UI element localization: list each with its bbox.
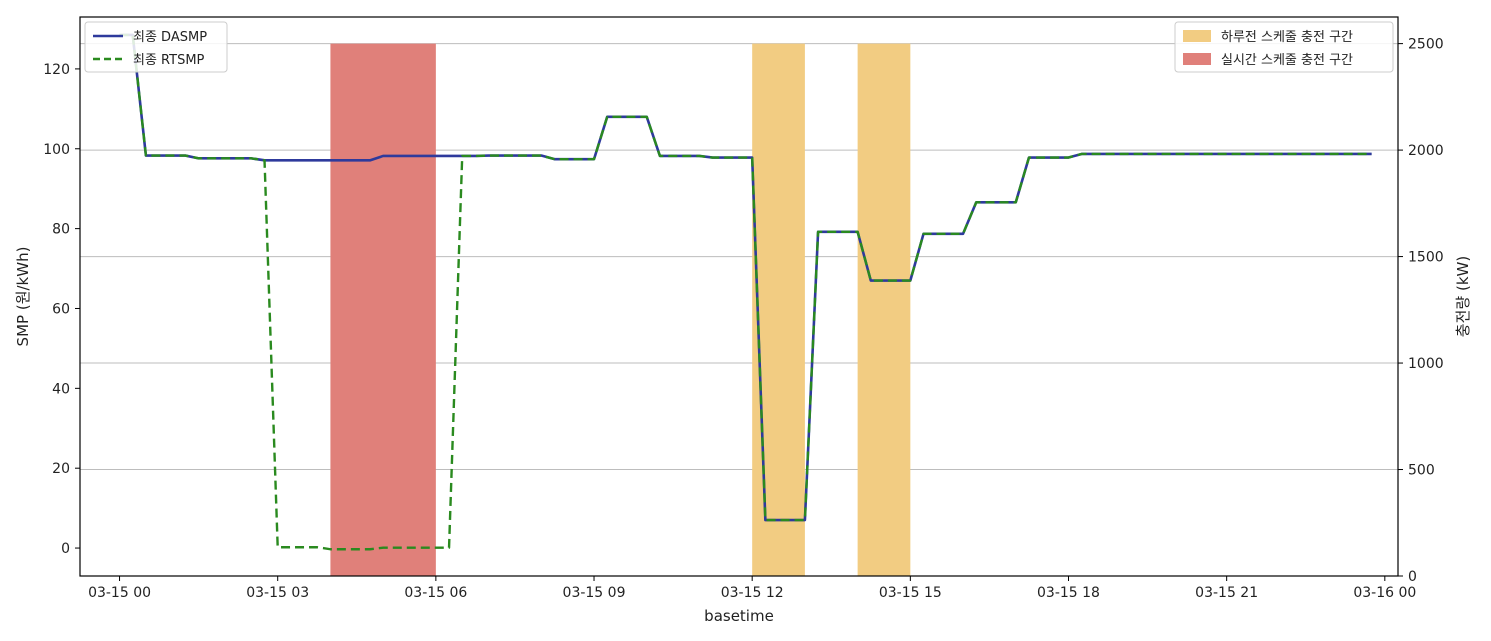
legend-bar-swatch-2 — [1183, 53, 1211, 65]
right-tick-label-1000: 1000 — [1408, 356, 1444, 372]
legend-bar-label-1: 하루전 스케줄 충전 구간 — [1221, 30, 1353, 45]
plot-frame — [79, 16, 1399, 577]
right-y-axis: 0 500 1000 1500 2000 2500 — [1398, 37, 1444, 585]
legend-bar-label-2: 실시간 스케줄 충전 구간 — [1221, 53, 1353, 68]
legend-bar-swatch-1 — [1183, 30, 1211, 42]
charging-bars — [330, 43, 911, 577]
left-tick-label-60: 60 — [52, 301, 70, 317]
left-y-axis: 0 20 40 60 80 100 120 — [43, 62, 80, 557]
right-tick-label-500: 500 — [1408, 463, 1435, 479]
x-tick-label-8: 03-16 00 — [1353, 585, 1416, 601]
x-axis-label: basetime — [704, 607, 774, 625]
charging-bar-3 — [857, 43, 911, 577]
x-axis: 03-15 00 03-15 03 03-15 06 03-15 09 03-15 12… — [88, 576, 1416, 601]
x-tick-label-0: 03-15 00 — [88, 585, 151, 601]
x-tick-label-4: 03-15 12 — [721, 585, 784, 601]
legend-line-label-1: 최종 DASMP — [133, 30, 207, 45]
left-tick-label-80: 80 — [52, 222, 70, 238]
x-tick-label-7: 03-15 21 — [1195, 585, 1258, 601]
left-tick-label-40: 40 — [52, 381, 70, 397]
x-tick-label-2: 03-15 06 — [404, 585, 467, 601]
x-tick-label-3: 03-15 09 — [563, 585, 626, 601]
right-tick-label-1500: 1500 — [1408, 250, 1444, 266]
left-tick-label-0: 0 — [61, 541, 70, 557]
x-tick-label-5: 03-15 15 — [879, 585, 942, 601]
legend-line-label-2: 최종 RTSMP — [133, 53, 205, 68]
right-y-axis-label: 충전량 (kW) — [1454, 256, 1472, 337]
x-tick-label-6: 03-15 18 — [1037, 585, 1100, 601]
charging-bar-1 — [330, 43, 436, 577]
left-y-axis-label: SMP (원/kWh) — [14, 247, 32, 347]
legend-bars-box — [1174, 21, 1394, 73]
smp-lines — [119, 33, 1372, 551]
rtsmp-line — [119, 33, 1372, 551]
left-tick-label-20: 20 — [52, 461, 70, 477]
right-tick-label-2500: 2500 — [1408, 37, 1444, 53]
legend-lines: 최종 DASMP 최종 RTSMP — [84, 21, 228, 73]
right-axis-gridlines — [80, 43, 1398, 471]
x-tick-label-1: 03-15 03 — [246, 585, 309, 601]
right-tick-label-2000: 2000 — [1408, 143, 1444, 159]
charging-bar-2 — [752, 43, 805, 577]
left-tick-label-100: 100 — [43, 142, 70, 158]
left-tick-label-120: 120 — [43, 62, 70, 78]
right-tick-label-0: 0 — [1408, 569, 1417, 585]
